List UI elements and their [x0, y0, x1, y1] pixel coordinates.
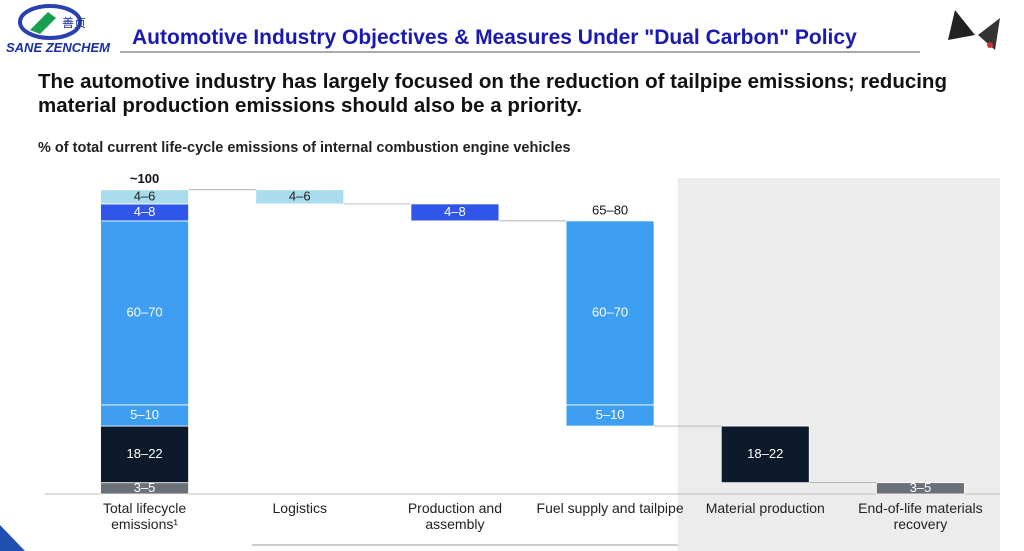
- category-label: End-of-life materials recovery: [858, 500, 983, 532]
- corner-accent: [0, 525, 25, 551]
- logo-text: SANE ZENCHEM: [6, 40, 111, 55]
- segment-label: 18–22: [747, 446, 783, 461]
- segment-label: 18–22: [127, 446, 163, 461]
- bar-segment: [100, 425, 189, 484]
- wing-spot: [987, 42, 993, 48]
- segment-label: 3–5: [910, 480, 932, 495]
- bar-segment: [565, 220, 655, 406]
- butterfly: [948, 10, 1000, 50]
- segment-label: 4–6: [134, 188, 156, 203]
- logo-mark: [30, 12, 56, 34]
- category-label: Material production: [705, 500, 825, 516]
- bar-segment: [255, 189, 345, 205]
- category-label: Production and assembly: [407, 500, 502, 532]
- bar-segment: [720, 425, 810, 484]
- top-label: 65–80: [592, 202, 628, 217]
- segment-label: 3–5: [134, 480, 156, 495]
- bar-segment: [100, 189, 189, 205]
- shaded-region: [677, 178, 1000, 551]
- top-label: ~100: [130, 171, 159, 186]
- segment-label: 5–10: [130, 407, 159, 422]
- wing: [978, 18, 1000, 50]
- wing: [948, 10, 975, 40]
- segment-label: 4–8: [134, 204, 156, 219]
- bar-segment: [410, 203, 500, 222]
- chart-subtitle: % of total current life-cycle emissions …: [38, 140, 571, 156]
- slide-title: Automotive Industry Objectives & Measure…: [132, 26, 857, 49]
- segment-label: 60–70: [592, 304, 628, 319]
- logo: [18, 4, 82, 40]
- category-label: Total lifecycle emissions¹: [102, 500, 187, 532]
- segment-label: 4–6: [289, 188, 311, 203]
- category-label: Fuel supply and tailpipe: [536, 500, 684, 516]
- logo-ring: [18, 4, 82, 40]
- chart-title: The automotive industry has largely focu…: [38, 70, 947, 117]
- logo-cn: 善贞: [62, 16, 87, 30]
- category-label: Logistics: [272, 500, 327, 516]
- segment-label: 5–10: [596, 407, 625, 422]
- segment-label: 4–8: [444, 204, 466, 219]
- segment-label: 60–70: [127, 304, 163, 319]
- bar-segment: [876, 482, 965, 495]
